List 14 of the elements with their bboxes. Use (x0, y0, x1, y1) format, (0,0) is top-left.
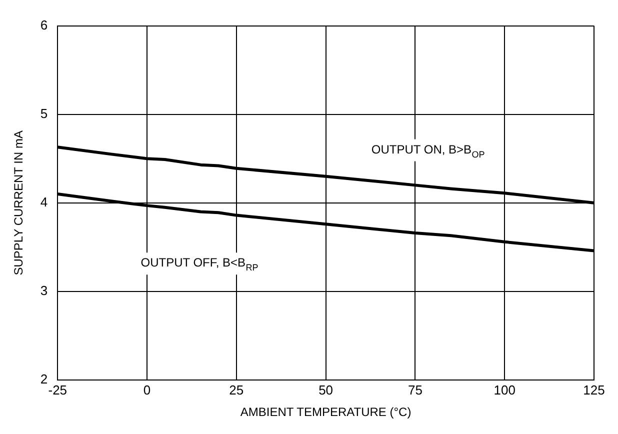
x-tick-label: 75 (408, 382, 422, 398)
y-axis-title: SUPPLY CURRENT IN mA (12, 130, 26, 276)
x-tick-label: 25 (229, 382, 244, 398)
x-tick-label: 0 (143, 382, 151, 398)
y-tick-label: 5 (40, 106, 48, 121)
x-tick-label: 100 (494, 382, 516, 398)
x-tick-label: 125 (583, 382, 605, 398)
y-tick-label: 2 (40, 372, 48, 387)
y-tick-label: 6 (40, 17, 48, 32)
x-tick-label: -25 (48, 382, 68, 398)
y-tick-label: 3 (40, 283, 48, 298)
x-tick-label: 50 (318, 382, 334, 398)
x-axis-title: AMBIENT TEMPERATURE (°C) (240, 405, 412, 420)
y-tick-label: 4 (40, 194, 48, 210)
